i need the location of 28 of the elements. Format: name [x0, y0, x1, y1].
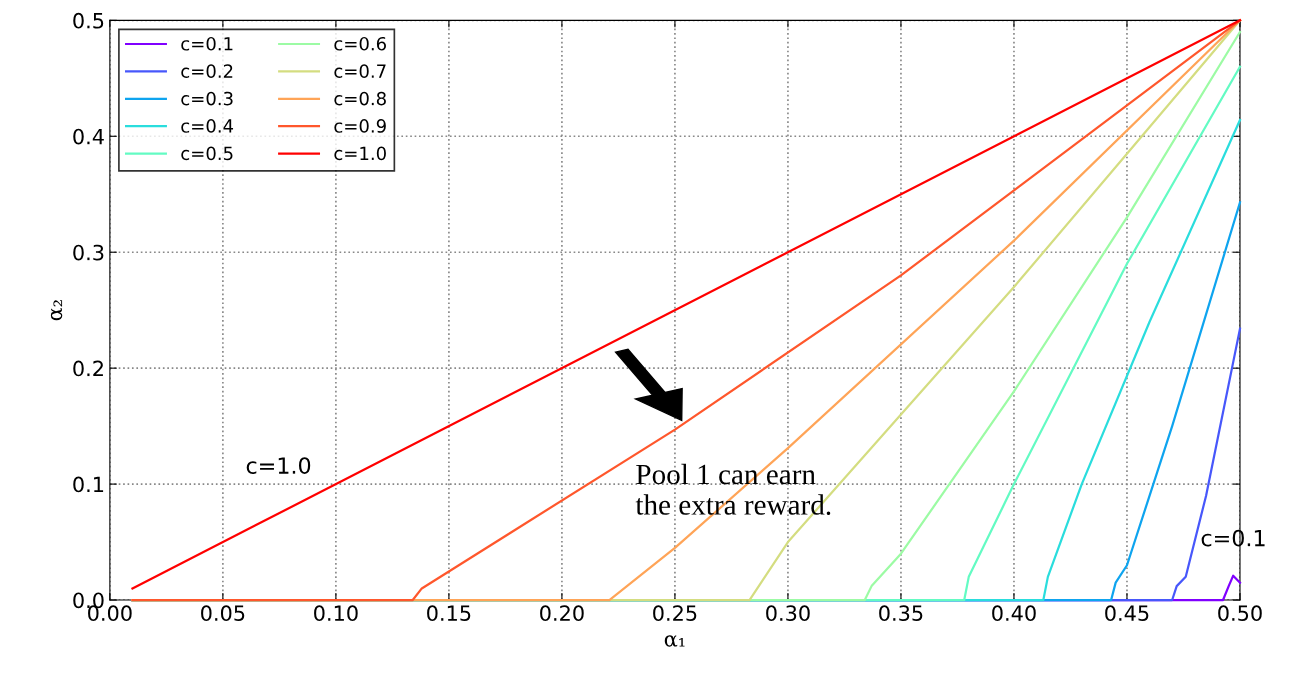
x-tick-label: 0.45: [1105, 605, 1149, 622]
x-tick-label: 0.05: [201, 605, 245, 622]
x-tick-label: 0.10: [314, 605, 358, 622]
x-tick-label: 0.50: [1218, 605, 1262, 622]
legend-label: c=0.6: [334, 36, 386, 51]
x-tick-label: 0.40: [992, 605, 1036, 622]
legend-label: c=0.4: [181, 119, 234, 133]
annotation: c=1.0: [246, 457, 311, 474]
y-tick-label: 0.5: [73, 12, 104, 29]
y-tick-label: 0.4: [73, 128, 104, 145]
x-tick-label: 0.15: [427, 605, 471, 622]
legend-label: c=0.3: [181, 91, 233, 106]
y-tick-label: 0.1: [73, 476, 104, 493]
legend-label: c=0.9: [334, 119, 386, 133]
x-tick-label: 0.35: [879, 605, 923, 622]
y-tick-label: 0.2: [73, 360, 103, 377]
x-axis-title: α₁: [664, 635, 685, 647]
legend-label: c=0.7: [334, 64, 386, 78]
x-tick-label: 0.25: [653, 605, 697, 622]
legend-label: c=0.2: [181, 64, 233, 78]
legend-label: c=0.5: [181, 146, 233, 161]
legend-label: c=0.8: [334, 91, 386, 106]
x-tick-label: 0.30: [766, 605, 810, 622]
x-tick-label: 0.20: [540, 605, 584, 622]
legend-label: c=0.1: [181, 36, 233, 51]
legend-label: c=1.0: [334, 146, 386, 161]
y-tick-label: 0.3: [73, 244, 104, 261]
y-axis-title: α₂: [50, 300, 63, 321]
